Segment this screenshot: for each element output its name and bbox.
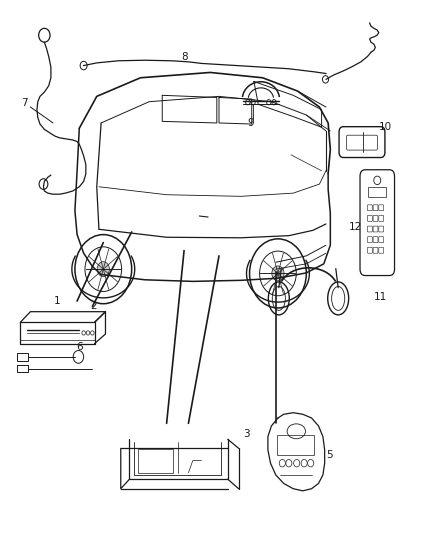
Text: 7: 7 [21,98,28,108]
Text: 8: 8 [181,52,187,61]
Text: 1: 1 [54,295,61,305]
Text: 2: 2 [90,301,97,311]
Text: 9: 9 [247,118,254,128]
Circle shape [97,262,110,277]
Text: 6: 6 [76,342,83,352]
Text: 5: 5 [326,450,332,460]
Text: 3: 3 [243,429,250,439]
Text: 11: 11 [374,292,387,302]
Circle shape [272,266,284,281]
Text: 10: 10 [379,122,392,132]
Text: 12: 12 [349,222,362,232]
